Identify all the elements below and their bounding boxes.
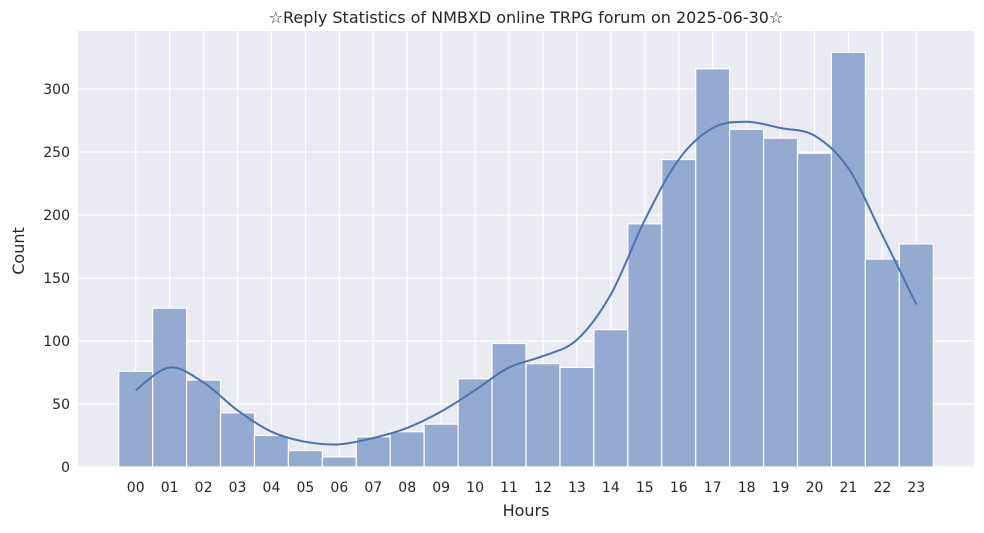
x-tick-label: 04 — [263, 480, 281, 496]
x-tick-label: 02 — [195, 480, 213, 496]
bar-12 — [525, 363, 561, 468]
chart-title: ☆Reply Statistics of NMBXD online TRPG f… — [269, 8, 784, 27]
bar-19 — [762, 137, 799, 468]
y-tick-label: 150 — [43, 271, 70, 287]
x-tick-label: 10 — [466, 480, 484, 496]
x-tick-label: 15 — [636, 480, 654, 496]
bar-01 — [152, 307, 188, 468]
x-tick-label: 20 — [806, 480, 824, 496]
x-tick-label: 23 — [907, 480, 925, 496]
x-tick-label: 13 — [568, 480, 586, 496]
bar-15 — [627, 223, 663, 468]
bar-04 — [253, 434, 290, 468]
bar-08 — [389, 431, 425, 468]
bar-22 — [864, 258, 900, 468]
x-tick-label: 00 — [127, 480, 145, 496]
x-tick-label: 16 — [670, 480, 688, 496]
y-tick-label: 0 — [61, 460, 70, 476]
x-tick-label: 14 — [602, 480, 620, 496]
x-axis-label: Hours — [503, 501, 550, 520]
x-tick-label: 01 — [161, 480, 179, 496]
bar-06 — [321, 456, 357, 468]
bar-00 — [118, 370, 154, 468]
kde-line — [135, 120, 918, 446]
x-tick-label: 07 — [364, 480, 382, 496]
ticks: 0 50 100 150 200 250 300 00 01 02 03 04 05 06 07 08 09 10… — [43, 82, 925, 496]
bar-21 — [830, 51, 866, 468]
x-tick-label: 19 — [772, 480, 790, 496]
x-tick-label: 12 — [534, 480, 552, 496]
bars — [118, 51, 934, 468]
x-tick-label: 11 — [500, 480, 518, 496]
x-tick-label: 03 — [229, 480, 247, 496]
y-tick-label: 50 — [52, 397, 70, 413]
bar-05 — [287, 450, 323, 468]
bar-23 — [898, 243, 934, 468]
bar-18 — [729, 128, 765, 468]
x-tick-label: 18 — [738, 480, 756, 496]
bar-10 — [457, 378, 493, 468]
x-tick-label: 22 — [873, 480, 891, 496]
x-tick-label: 05 — [296, 480, 314, 496]
bar-02 — [186, 379, 222, 468]
bar-14 — [593, 329, 629, 468]
bar-16 — [661, 158, 697, 468]
x-tick-label: 17 — [704, 480, 722, 496]
bar-03 — [219, 412, 256, 468]
x-tick-label: 06 — [330, 480, 348, 496]
y-tick-label: 200 — [43, 208, 70, 224]
x-tick-label: 21 — [840, 480, 858, 496]
x-tick-label: 08 — [398, 480, 416, 496]
y-axis-label: Count — [9, 227, 28, 275]
bar-20 — [796, 152, 833, 468]
y-tick-label: 300 — [43, 82, 70, 98]
x-tick-label: 09 — [432, 480, 450, 496]
bar-09 — [423, 423, 459, 468]
y-tick-label: 100 — [43, 334, 70, 350]
bar-13 — [559, 366, 595, 468]
y-tick-label: 250 — [43, 145, 70, 161]
